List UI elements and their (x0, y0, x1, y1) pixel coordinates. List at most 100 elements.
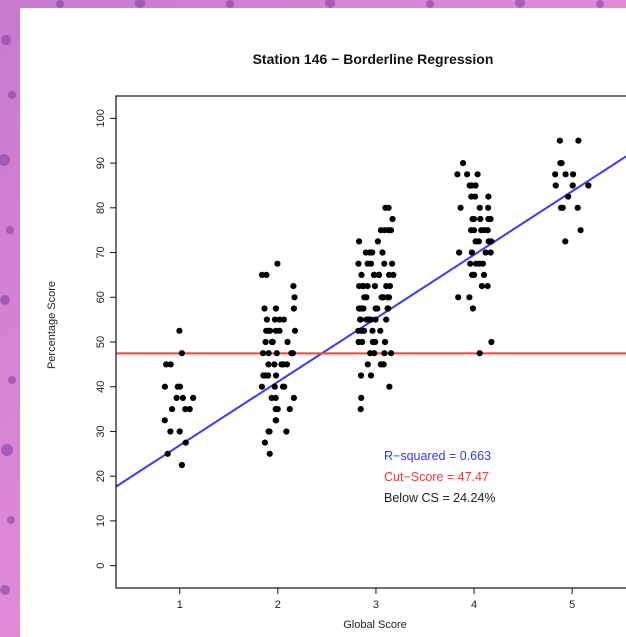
data-point (385, 305, 392, 312)
x-axis: 1 2 3 4 5 (177, 588, 575, 611)
x-tick-label: 2 (275, 599, 281, 611)
data-point (178, 350, 185, 357)
data-point (263, 271, 270, 278)
data-point (360, 283, 367, 290)
data-point (271, 361, 278, 368)
data-point (355, 338, 362, 346)
data-point (265, 361, 272, 368)
data-point (388, 350, 395, 357)
y-tick-label: 60 (95, 291, 107, 303)
data-point (475, 238, 482, 245)
data-point (272, 394, 279, 401)
data-point (161, 417, 168, 424)
data-point (456, 249, 463, 256)
data-point (569, 182, 576, 189)
data-point (377, 227, 384, 234)
data-point (454, 171, 461, 178)
data-point (273, 372, 280, 379)
data-point (291, 294, 298, 301)
data-point (280, 361, 287, 368)
chart-panel (20, 8, 626, 637)
data-point (469, 215, 476, 223)
data-point (265, 327, 272, 334)
data-point (488, 338, 495, 346)
data-point (379, 249, 386, 256)
y-tick-label: 0 (95, 563, 107, 569)
data-point (469, 271, 476, 278)
data-point (467, 260, 474, 267)
data-point (262, 338, 269, 346)
y-tick-label: 50 (95, 336, 107, 348)
data-point (169, 406, 176, 413)
data-point (386, 383, 393, 390)
x-tick-label: 5 (569, 599, 575, 611)
data-point (470, 227, 478, 234)
r-squared-annotation: R−squared = 0.663 (384, 449, 491, 463)
data-point (389, 260, 396, 267)
data-point (258, 271, 266, 278)
cut-score-annotation: Cut−Score = 47.47 (384, 470, 489, 484)
data-point (288, 350, 295, 357)
data-point (271, 383, 278, 390)
data-point (362, 249, 369, 256)
y-tick-label: 80 (95, 202, 107, 214)
below-cs-annotation: Below CS = 24.24% (384, 491, 496, 505)
data-point (375, 271, 383, 278)
data-point (556, 137, 564, 144)
data-point (269, 338, 276, 346)
stats-annotations: R−squared = 0.663 Cut−Score = 47.47 Belo… (384, 449, 496, 505)
data-point (365, 316, 372, 323)
y-axis: 0 10 20 30 40 50 60 70 80 90 100 (95, 109, 116, 569)
data-point (574, 204, 581, 211)
data-point (369, 338, 376, 346)
data-point (386, 283, 393, 290)
data-point (271, 316, 279, 323)
data-point (369, 249, 376, 256)
data-point (272, 406, 279, 413)
data-point (577, 227, 584, 234)
data-point (487, 249, 494, 256)
data-point (265, 428, 272, 435)
data-point (480, 271, 488, 278)
data-point (585, 182, 592, 189)
data-point (485, 204, 492, 211)
data-point (367, 372, 375, 379)
data-point (479, 260, 486, 267)
data-point (361, 294, 368, 301)
data-point (476, 350, 483, 357)
data-point (290, 283, 297, 290)
data-point (374, 238, 381, 245)
data-point (562, 238, 569, 245)
data-point (259, 350, 267, 357)
chart-title: Station 146 − Borderline Regression (253, 51, 494, 67)
data-point (459, 160, 467, 167)
data-point (478, 283, 485, 290)
x-tick-label: 4 (471, 599, 477, 611)
data-point (290, 305, 297, 312)
data-point (291, 327, 299, 334)
data-point (371, 283, 378, 290)
data-point (164, 450, 171, 457)
x-tick-label: 1 (177, 599, 183, 611)
data-point (487, 215, 494, 223)
y-tick-label: 70 (95, 246, 107, 258)
data-point (358, 327, 365, 334)
data-point (190, 394, 197, 401)
data-point (286, 406, 293, 413)
data-point (372, 305, 379, 312)
data-point (369, 327, 376, 334)
data-point (276, 327, 283, 334)
y-tick-label: 90 (95, 157, 107, 169)
data-point (367, 350, 374, 357)
data-point (559, 204, 566, 211)
data-point (552, 182, 559, 189)
data-point (457, 204, 464, 211)
data-point (358, 271, 365, 278)
data-point (283, 428, 290, 435)
data-point (377, 327, 384, 334)
y-tick-label: 40 (95, 381, 107, 393)
data-point (367, 260, 375, 267)
data-point (466, 182, 473, 189)
data-point (182, 406, 189, 413)
data-point (381, 260, 388, 267)
